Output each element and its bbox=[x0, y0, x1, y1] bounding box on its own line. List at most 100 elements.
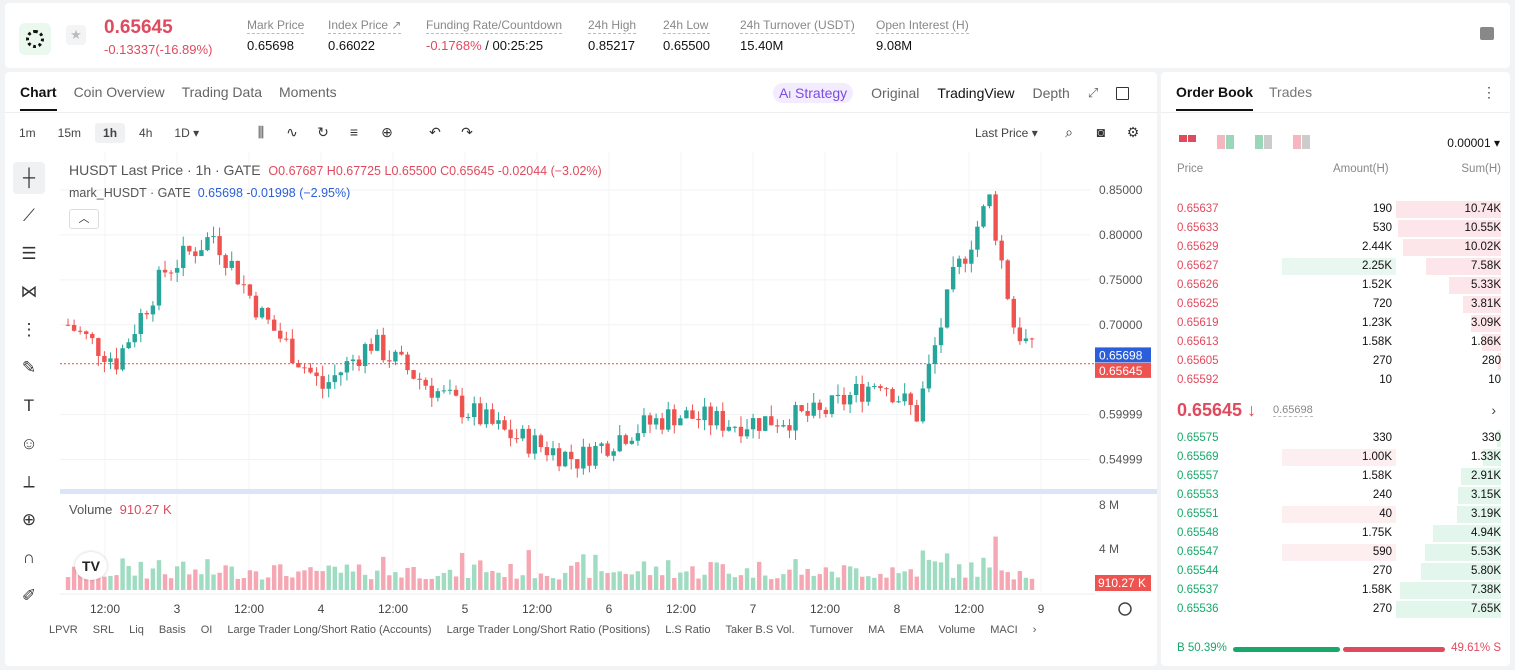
more-icon[interactable]: ⋮ bbox=[1482, 84, 1496, 100]
indicator-2[interactable]: Liq bbox=[129, 624, 144, 636]
bid-row[interactable]: 0.65537 1.58K 7.38K bbox=[1161, 581, 1510, 600]
stat-label[interactable]: Index Price ↗ bbox=[328, 18, 402, 34]
tab-trading-data[interactable]: Trading Data bbox=[181, 84, 263, 100]
bid-row[interactable]: 0.65557 1.58K 2.91K bbox=[1161, 467, 1510, 486]
pencil-icon[interactable]: ✐ bbox=[21, 586, 37, 605]
bid-row[interactable]: 0.65553 240 3.15K bbox=[1161, 486, 1510, 505]
brush-icon[interactable]: ✎ bbox=[21, 358, 37, 377]
ask-row[interactable]: 0.65629 2.44K 10.02K bbox=[1161, 238, 1510, 257]
timeframe-1m[interactable]: 1m bbox=[19, 126, 36, 140]
candle-body bbox=[284, 338, 289, 340]
depth-bar bbox=[1400, 582, 1501, 599]
tab-trades[interactable]: Trades bbox=[1269, 84, 1313, 100]
tab-chart[interactable]: Chart bbox=[20, 84, 57, 111]
row-sum: 7.65K bbox=[1470, 603, 1501, 615]
indicator-10[interactable]: MA bbox=[868, 624, 885, 636]
sell-ratio-label: 49.61% S bbox=[1451, 642, 1501, 654]
redo-icon[interactable]: ↷ bbox=[461, 124, 473, 140]
favorite-star-icon[interactable]: ★ bbox=[66, 25, 86, 45]
ask-row[interactable]: 0.65625 720 3.81K bbox=[1161, 295, 1510, 314]
row-amount: 190 bbox=[1372, 203, 1392, 215]
both-sides-mode-icon[interactable] bbox=[1179, 135, 1197, 149]
collapse-legend-button[interactable]: ︿ bbox=[69, 209, 99, 229]
indicator-6[interactable]: Large Trader Long/Short Ratio (Positions… bbox=[446, 624, 651, 636]
guide-book-icon[interactable] bbox=[1480, 27, 1494, 40]
scroll-right-icon[interactable]: › bbox=[1032, 624, 1037, 636]
asks-mode-icon[interactable] bbox=[1255, 135, 1273, 149]
tab-order-book[interactable]: Order Book bbox=[1176, 84, 1254, 111]
ask-row[interactable]: 0.65637 190 10.74K bbox=[1161, 200, 1510, 219]
settings-gear-icon[interactable]: ⚙ bbox=[1126, 124, 1140, 140]
stat-4: 24h Low 0.65500 bbox=[663, 18, 710, 53]
ask-row[interactable]: 0.65627 2.25K 7.58K bbox=[1161, 257, 1510, 276]
ruler-icon[interactable]: ⟂ bbox=[23, 472, 35, 491]
bid-row[interactable]: 0.65569 1.00K 1.33K bbox=[1161, 448, 1510, 467]
bids-mode-icon[interactable] bbox=[1217, 135, 1235, 149]
ask-row[interactable]: 0.65619 1.23K 3.09K bbox=[1161, 314, 1510, 333]
replay-icon[interactable]: ↻ bbox=[317, 124, 329, 140]
indicator-11[interactable]: EMA bbox=[899, 624, 924, 636]
legend-ohlc: O0.67687 H0.67725 L0.65500 C0.65645 -0.0… bbox=[268, 164, 602, 178]
stat-label[interactable]: Funding Rate/Countdown bbox=[426, 18, 563, 34]
indicator-13[interactable]: MACI bbox=[990, 624, 1018, 636]
fullscreen-icon[interactable]: ⤢ bbox=[1087, 85, 1099, 100]
indicator-7[interactable]: L.S Ratio bbox=[665, 624, 711, 636]
bid-row[interactable]: 0.65548 1.75K 4.94K bbox=[1161, 524, 1510, 543]
window-icon[interactable] bbox=[1116, 86, 1130, 100]
volume-bar bbox=[108, 575, 113, 590]
volume-bar bbox=[672, 577, 677, 590]
tab-moments[interactable]: Moments bbox=[279, 84, 337, 100]
indicator-9[interactable]: Turnover bbox=[809, 624, 854, 636]
ask-row[interactable]: 0.65633 530 10.55K bbox=[1161, 219, 1510, 238]
strategy-button[interactable]: AI Strategy bbox=[773, 83, 854, 103]
ask-row[interactable]: 0.65626 1.52K 5.33K bbox=[1161, 276, 1510, 295]
precision-select[interactable]: 0.00001 ▾ bbox=[1447, 136, 1500, 150]
zoom-in-icon[interactable]: ⊕ bbox=[21, 510, 37, 529]
text-icon[interactable]: T bbox=[23, 396, 35, 415]
row-price: 0.65536 bbox=[1177, 603, 1219, 615]
crosshair-icon[interactable]: ┼ bbox=[13, 162, 45, 194]
indicator-12[interactable]: Volume bbox=[938, 624, 976, 636]
indicators-icon[interactable]: ∿ bbox=[286, 124, 298, 140]
emoji-icon[interactable]: ☺ bbox=[20, 434, 38, 453]
bid-row[interactable]: 0.65551 40 3.19K bbox=[1161, 505, 1510, 524]
bid-row[interactable]: 0.65575 330 330 bbox=[1161, 429, 1510, 448]
tab-depth[interactable]: Depth bbox=[1032, 85, 1070, 101]
trendline-icon[interactable]: ⟋ bbox=[23, 206, 35, 225]
indicator-1[interactable]: SRL bbox=[92, 624, 115, 636]
bid-row[interactable]: 0.65536 270 7.65K bbox=[1161, 600, 1510, 619]
price-type-select[interactable]: Last Price ▾ bbox=[975, 126, 1038, 140]
ask-row[interactable]: 0.65592 10 10 bbox=[1161, 371, 1510, 390]
buy-ratio-label: B 50.39% bbox=[1177, 642, 1227, 654]
magnet-icon[interactable]: ∩ bbox=[22, 548, 36, 567]
fib-icon[interactable]: ⋮ bbox=[20, 320, 38, 339]
row-amount: 1.58K bbox=[1361, 584, 1392, 596]
indicator-3[interactable]: Basis bbox=[158, 624, 186, 636]
bid-row[interactable]: 0.65547 590 5.53K bbox=[1161, 543, 1510, 562]
indicator-8[interactable]: Taker B.S Vol. bbox=[725, 624, 795, 636]
timeframe-15m[interactable]: 15m bbox=[57, 126, 82, 140]
ask-row[interactable]: 0.65605 270 280 bbox=[1161, 352, 1510, 371]
sells-mode-icon[interactable] bbox=[1293, 135, 1311, 149]
indicator-5[interactable]: Large Trader Long/Short Ratio (Accounts) bbox=[227, 624, 432, 636]
add-indicator-icon[interactable]: ⊕ bbox=[381, 124, 393, 140]
candle-body bbox=[932, 345, 938, 364]
tab-tradingview[interactable]: TradingView bbox=[937, 85, 1015, 101]
candle-type-icon[interactable]: ⫼ bbox=[257, 124, 265, 140]
pattern-icon[interactable]: ⋈ bbox=[20, 282, 38, 301]
indicator-0[interactable]: LPVR bbox=[49, 624, 78, 636]
timeframe-4h[interactable]: 4h bbox=[139, 126, 153, 140]
tab-original[interactable]: Original bbox=[871, 85, 920, 101]
template-icon[interactable]: ≡ bbox=[349, 124, 359, 140]
camera-icon[interactable]: ◙ bbox=[1096, 124, 1106, 140]
indicator-4[interactable]: OI bbox=[200, 624, 213, 636]
search-icon[interactable]: ⌕ bbox=[1065, 124, 1073, 140]
horizontal-lines-icon[interactable]: ☰ bbox=[21, 244, 37, 263]
chevron-right-icon[interactable]: › bbox=[1491, 402, 1496, 418]
undo-icon[interactable]: ↶ bbox=[429, 124, 441, 140]
timeframe-1h[interactable]: 1h bbox=[95, 123, 126, 143]
tab-coin-overview[interactable]: Coin Overview bbox=[73, 84, 165, 100]
ask-row[interactable]: 0.65613 1.58K 1.86K bbox=[1161, 333, 1510, 352]
bid-row[interactable]: 0.65544 270 5.80K bbox=[1161, 562, 1510, 581]
timeframe-1d[interactable]: 1D ▾ bbox=[174, 126, 200, 140]
